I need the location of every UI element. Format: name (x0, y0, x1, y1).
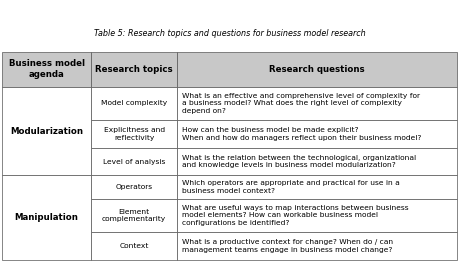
Bar (2, 52, 91, 87)
Text: Operators: Operators (116, 184, 153, 190)
Text: What is a productive context for change? When do / can
management teams engage i: What is a productive context for change?… (182, 239, 393, 252)
Bar (91, 120, 177, 148)
Bar (91, 199, 177, 232)
Bar (2, 175, 91, 260)
Text: Business model
agenda: Business model agenda (9, 60, 84, 79)
Text: Table 5: Research topics and questions for business model research: Table 5: Research topics and questions f… (94, 29, 365, 38)
Text: Explicitness and
reflectivity: Explicitness and reflectivity (104, 127, 165, 141)
Bar (91, 87, 177, 120)
Text: Manipulation: Manipulation (15, 213, 78, 222)
Bar (177, 199, 457, 232)
Bar (91, 148, 177, 175)
Text: Research questions: Research questions (269, 65, 365, 74)
Bar (177, 232, 457, 260)
Bar (177, 87, 457, 120)
Text: Element
complementarity: Element complementarity (102, 209, 166, 222)
Text: Model complexity: Model complexity (101, 100, 167, 106)
Text: Modularization: Modularization (10, 127, 83, 135)
Text: Research topics: Research topics (95, 65, 173, 74)
Text: What is an effective and comprehensive level of complexity for
a business model?: What is an effective and comprehensive l… (182, 93, 420, 114)
Bar (91, 52, 177, 87)
Bar (2, 87, 91, 175)
Bar (177, 175, 457, 199)
Text: What is the relation between the technological, organizational
and knowledge lev: What is the relation between the technol… (182, 155, 416, 168)
Bar (177, 120, 457, 148)
Text: What are useful ways to map interactions between business
model elements? How ca: What are useful ways to map interactions… (182, 205, 409, 226)
Bar (91, 175, 177, 199)
Text: Which operators are appropriate and practical for use in a
business model contex: Which operators are appropriate and prac… (182, 180, 399, 194)
Bar (177, 52, 457, 87)
Bar (91, 232, 177, 260)
Text: How can the business model be made explicit?
When and how do managers reflect up: How can the business model be made expli… (182, 127, 421, 141)
Text: Context: Context (119, 243, 149, 249)
Text: Level of analysis: Level of analysis (103, 159, 165, 165)
Bar (177, 148, 457, 175)
